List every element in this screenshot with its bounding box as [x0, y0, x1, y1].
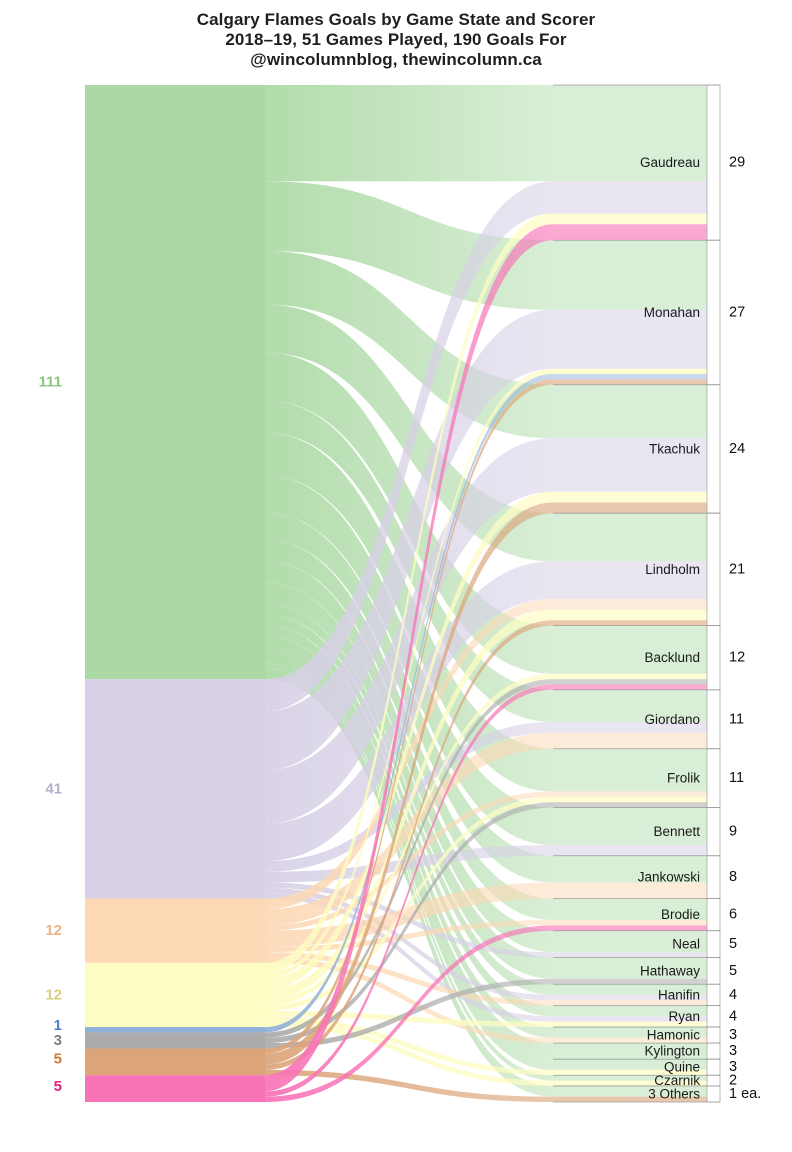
source-value-label-gray: 3 [54, 1032, 62, 1049]
player-count-hamonic: 3 [729, 1027, 737, 1043]
flow-green-to-tkachuk [265, 250, 707, 439]
target-node-bennett [706, 807, 721, 857]
player-count-lindholm: 21 [729, 561, 745, 577]
target-node-hanifin [706, 983, 721, 1007]
player-count-bennett: 9 [729, 824, 737, 840]
flow-yellow-to-ryan [265, 1011, 707, 1028]
flow-lavender-to-lindholm [265, 561, 707, 862]
chart-subtitle: 2018–19, 51 Games Played, 190 Goals For [225, 30, 567, 49]
target-node-frolik [706, 748, 721, 809]
target-node-giordano [706, 689, 721, 750]
flow-peach-to-hanifin [265, 952, 707, 1006]
target-node-monahan [706, 239, 721, 386]
player-count-frolik: 11 [729, 770, 744, 786]
target-node-brodie [706, 898, 721, 932]
player-label-quine: Quine [664, 1060, 700, 1075]
source-segment-tan [85, 1048, 265, 1076]
player-label-hanifin: Hanifin [658, 987, 700, 1002]
player-count-brodie: 6 [729, 907, 737, 923]
player-label-kylington: Kylington [644, 1044, 700, 1059]
player-count-hathaway: 5 [729, 963, 737, 979]
flow-lavender-to-monahan [265, 309, 707, 771]
player-label-hamonic: Hamonic [647, 1028, 701, 1043]
source-value-label-tan: 5 [54, 1050, 62, 1067]
target-node-hathaway [706, 957, 721, 985]
player-label-brodie: Brodie [661, 907, 700, 922]
source-segment-gray [85, 1032, 265, 1049]
player-count-backlund: 12 [729, 650, 745, 666]
player-label-gaudreau: Gaudreau [640, 155, 700, 170]
source-value-label-yellow: 12 [45, 986, 62, 1003]
source-value-label-pink: 5 [54, 1078, 62, 1095]
target-node-jankowski [706, 855, 721, 899]
chart-credit: @wincolumnblog, thewincolumn.ca [250, 50, 542, 69]
source-value-label-lavender: 41 [45, 780, 62, 797]
flow-green-to-frolik [265, 432, 707, 792]
source-value-label-green: 111 [39, 374, 62, 391]
flow-green-to-lindholm [265, 304, 707, 562]
player-count-monahan: 27 [729, 304, 745, 320]
player-label-ryan: Ryan [668, 1009, 700, 1024]
target-node-backlund [706, 625, 721, 691]
source-segment-pink [85, 1075, 265, 1102]
player-label-tkachuk: Tkachuk [649, 441, 700, 456]
flow-green-to-backlund [265, 352, 707, 674]
source-segment-green [85, 85, 265, 680]
player-count-quine: 3 [729, 1059, 737, 1075]
player-label-monahan: Monahan [644, 305, 700, 320]
chart-title-block: Calgary Flames Goals by Game State and S… [0, 10, 792, 70]
flow-green-to-jankowski [265, 513, 707, 883]
target-node-3-others [706, 1085, 721, 1103]
target-node-kylington [706, 1042, 721, 1060]
player-label-3-others: 3 Others [648, 1086, 700, 1101]
chart-title: Calgary Flames Goals by Game State and S… [196, 10, 596, 29]
player-count-czarnik: 2 [729, 1073, 737, 1089]
player-label-giordano: Giordano [644, 712, 700, 727]
player-count-tkachuk: 24 [729, 441, 745, 457]
source-segment-yellow [85, 962, 265, 1028]
target-node-quine [706, 1058, 721, 1076]
player-label-neal: Neal [672, 937, 700, 952]
target-node-gaudreau [706, 84, 721, 241]
target-node-neal [706, 930, 721, 958]
target-node-czarnik [706, 1074, 721, 1087]
player-count-giordano: 11 [729, 711, 744, 727]
source-segment-peach [85, 898, 265, 963]
player-count-gaudreau: 29 [729, 155, 745, 171]
player-label-bennett: Bennett [653, 824, 700, 839]
player-count-neal: 5 [729, 936, 737, 952]
player-label-czarnik: Czarnik [654, 1073, 700, 1088]
flow-tan-to-3-others [265, 1069, 707, 1102]
source-segment-blue [85, 1027, 265, 1033]
player-label-hathaway: Hathaway [640, 963, 700, 978]
flow-green-to-gaudreau [265, 85, 707, 182]
player-count-ryan: 4 [729, 1008, 737, 1024]
source-segment-lavender [85, 679, 265, 899]
target-node-ryan [706, 1005, 721, 1028]
player-count-3-others: 1 ea. [729, 1086, 761, 1102]
player-label-backlund: Backlund [644, 650, 700, 665]
target-node-hamonic [706, 1026, 721, 1044]
target-node-lindholm [706, 512, 721, 627]
source-value-label-peach: 12 [45, 922, 62, 939]
target-node-tkachuk [706, 384, 721, 514]
player-label-frolik: Frolik [667, 771, 700, 786]
flow-peach-to-giordano [265, 732, 707, 926]
player-count-kylington: 3 [729, 1043, 737, 1059]
player-count-hanifin: 4 [729, 987, 737, 1003]
flow-green-to-bennett [265, 475, 707, 846]
flow-lavender-to-tkachuk [265, 438, 707, 824]
player-label-jankowski: Jankowski [638, 870, 700, 885]
player-label-lindholm: Lindholm [645, 562, 700, 577]
source-value-label-blue: 1 [54, 1017, 62, 1034]
player-count-jankowski: 8 [729, 869, 737, 885]
flow-lavender-to-giordano [265, 722, 707, 872]
